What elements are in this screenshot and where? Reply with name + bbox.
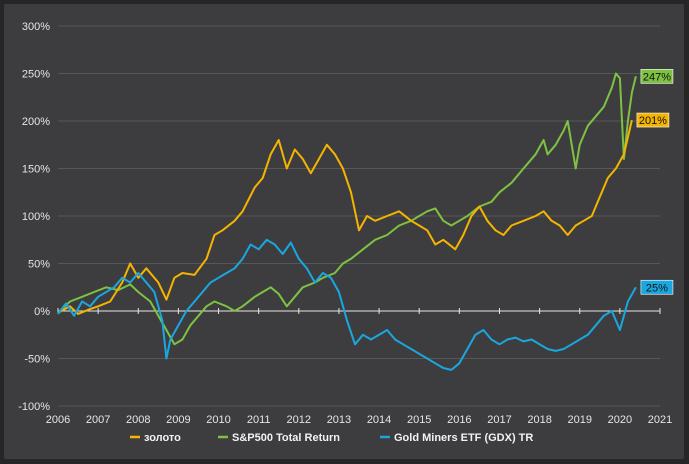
y-tick-label: -50% bbox=[24, 354, 50, 366]
legend-label: Gold Miners ETF (GDX) TR bbox=[394, 432, 533, 444]
x-tick-label: 2020 bbox=[608, 414, 632, 426]
y-tick-label: 0% bbox=[34, 306, 50, 318]
y-tick-label: 200% bbox=[22, 116, 50, 128]
y-tick-label: -100% bbox=[18, 401, 50, 413]
x-tick-label: 2019 bbox=[567, 414, 591, 426]
x-tick-label: 2013 bbox=[327, 414, 351, 426]
x-tick-label: 2012 bbox=[287, 414, 311, 426]
x-tick-label: 2008 bbox=[126, 414, 150, 426]
gridlines bbox=[58, 25, 660, 407]
series-line bbox=[57, 238, 637, 371]
end-label-value: 25% bbox=[646, 282, 668, 294]
x-tick-label: 2011 bbox=[247, 414, 271, 426]
legend: золото S&P500 Total Return Gold Miners ETF… bbox=[130, 432, 533, 444]
y-tick-label: 300% bbox=[22, 21, 50, 33]
end-label-box bbox=[636, 112, 670, 128]
y-axis-ticks: -100% -50% 0% 50% 100% 150% 200% 250% 300% bbox=[18, 21, 50, 413]
legend-label: золото bbox=[144, 432, 181, 444]
series-line bbox=[57, 72, 637, 346]
x-tick-label: 2017 bbox=[487, 414, 511, 426]
series-line bbox=[57, 119, 633, 315]
x-tick-label: 2021 bbox=[648, 414, 672, 426]
y-tick-label: 100% bbox=[22, 211, 50, 223]
y-tick-label: 150% bbox=[22, 164, 50, 176]
x-tick-label: 2014 bbox=[367, 414, 391, 426]
series-lines bbox=[57, 72, 637, 371]
x-tick-label: 2006 bbox=[46, 414, 70, 426]
end-label-value: 201% bbox=[639, 115, 667, 127]
x-tick-label: 2007 bbox=[86, 414, 110, 426]
x-tick-label: 2015 bbox=[407, 414, 431, 426]
end-label-value: 247% bbox=[643, 71, 671, 83]
end-label-box bbox=[640, 279, 674, 295]
legend-label: S&P500 Total Return bbox=[232, 432, 340, 444]
x-tick-label: 2018 bbox=[527, 414, 551, 426]
x-tick-label: 2009 bbox=[166, 414, 190, 426]
y-tick-label: 250% bbox=[22, 69, 50, 81]
end-label-box bbox=[640, 69, 674, 84]
x-tick-label: 2010 bbox=[206, 414, 230, 426]
end-labels: 201% 247% 25% bbox=[636, 69, 674, 295]
y-tick-label: 50% bbox=[28, 259, 50, 271]
x-tick-label: 2016 bbox=[447, 414, 471, 426]
x-axis-ticks: 2006 2007 2008 2009 2010 2011 2012 2013 2014 2015… bbox=[46, 308, 672, 426]
